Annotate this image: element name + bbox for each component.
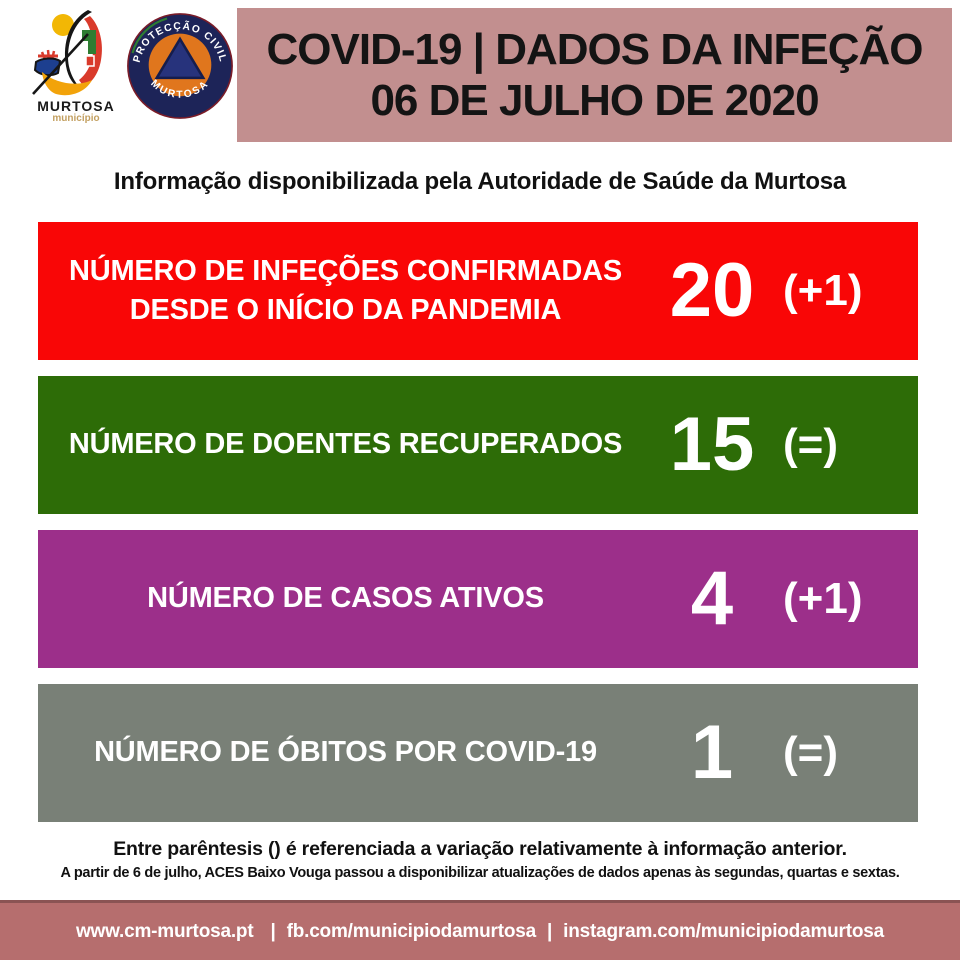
stat-value: 15 [669,402,755,487]
stat-banner-deaths: NÚMERO DE ÓBITOS POR COVID-19 1 (=) [38,684,918,822]
stat-label: NÚMERO DE INFEÇÕES CONFIRMADAS DESDE O I… [68,254,623,326]
footer-bar: www.cm-murtosa.pt | fb.com/municipiodamu… [0,900,960,960]
stat-variation: (+1) [783,266,863,315]
footnotes: Entre parêntesis () é referenciada a var… [0,838,960,881]
footnote-variation-note: Entre parêntesis () é referenciada a var… [113,838,847,860]
murtosa-municipality-logo: MURTOSA município [30,10,122,124]
stat-label: NÚMERO DE CASOS ATIVOS [147,582,544,615]
page-title-line2: 06 DE JULHO DE 2020 [370,76,819,125]
stat-label: NÚMERO DE DOENTES RECUPERADOS [68,428,623,461]
footer-separator: | [547,920,553,942]
stat-label-wrap: NÚMERO DE INFEÇÕES CONFIRMADAS DESDE O I… [38,252,653,330]
stat-value-area: 4 (+1) [653,561,918,637]
stat-value: 4 [690,556,734,641]
stat-value-area: 1 (=) [653,715,918,791]
stat-label-wrap: NÚMERO DE CASOS ATIVOS [38,579,653,618]
stat-label: NÚMERO DE ÓBITOS POR COVID-19 [94,736,597,769]
stat-variation: (+1) [783,574,863,623]
website-link[interactable]: www.cm-murtosa.pt [75,920,254,942]
stat-variation: (=) [783,420,838,469]
stat-value: 20 [669,248,755,333]
stat-banner-active-cases: NÚMERO DE CASOS ATIVOS 4 (+1) [38,530,918,668]
murtosa-logo-icon [32,10,102,96]
stat-variation: (=) [783,728,838,777]
stat-banner-recovered: NÚMERO DE DOENTES RECUPERADOS 15 (=) [38,376,918,514]
protecao-civil-logo: PROTECÇÃO CIVIL MURTOSA [127,13,233,119]
murtosa-logo-subtitle: município [52,113,100,124]
stat-label-wrap: NÚMERO DE ÓBITOS POR COVID-19 [38,733,653,772]
stat-value-area: 15 (=) [653,407,918,483]
footer-separator: | [270,920,276,942]
page-title-line1: COVID-19 | DADOS DA INFEÇÃO [266,24,924,74]
murtosa-logo-wordmark: MURTOSA [37,98,115,114]
subtitle: Informação disponibilizada pela Autorida… [113,168,847,195]
logo-area: MURTOSA município PROTECÇÃO CIVIL MURTOS… [30,10,234,134]
stat-value-area: 20 (+1) [653,253,918,329]
stat-label-wrap: NÚMERO DE DOENTES RECUPERADOS [38,425,653,464]
instagram-link[interactable]: instagram.com/municipiodamurtosa [563,920,885,942]
footnote-schedule-note: A partir de 6 de julho, ACES Baixo Vouga… [60,865,900,881]
stats-list: NÚMERO DE INFEÇÕES CONFIRMADAS DESDE O I… [38,222,918,838]
stat-banner-confirmed-infections: NÚMERO DE INFEÇÕES CONFIRMADAS DESDE O I… [38,222,918,360]
facebook-link[interactable]: fb.com/municipiodamurtosa [286,920,537,942]
title-band: COVID-19 | DADOS DA INFEÇÃO 06 DE JULHO … [237,8,952,142]
stat-value: 1 [690,710,734,795]
